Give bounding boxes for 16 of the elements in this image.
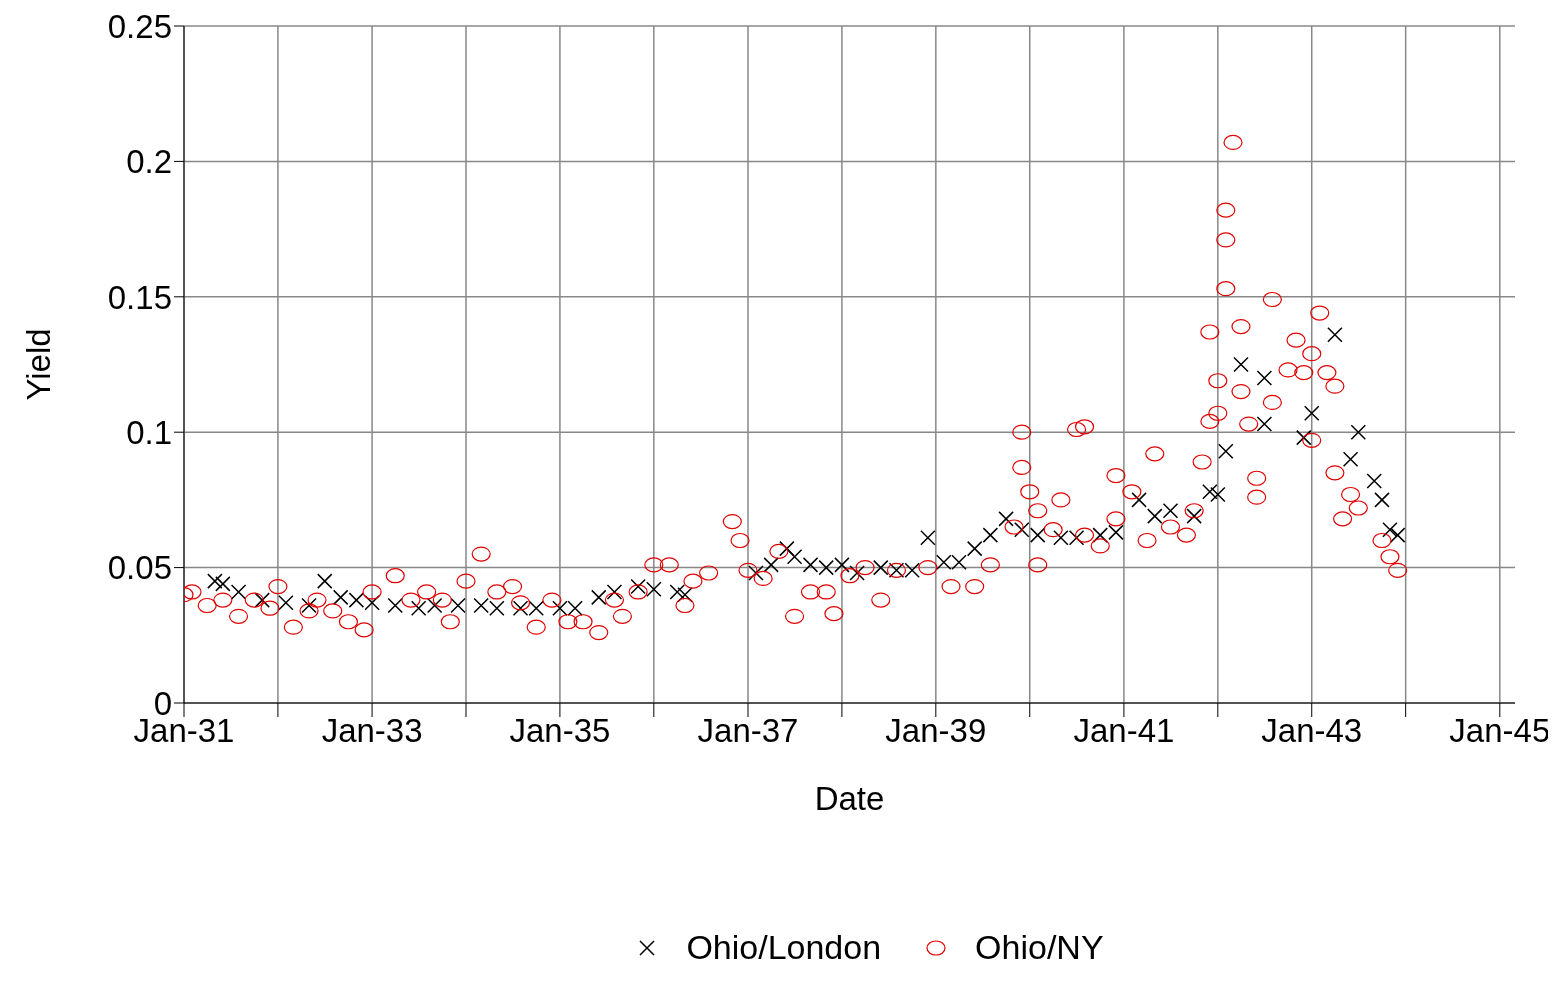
x-tick-label: Jan-35 xyxy=(509,712,611,750)
y-tick-label: 0.15 xyxy=(107,278,172,316)
y-tick-label: 0.05 xyxy=(107,549,172,587)
legend-label: Ohio/NY xyxy=(975,928,1104,967)
x-tick-label: Jan-33 xyxy=(321,712,423,750)
x-tick-label: Jan-37 xyxy=(697,712,799,750)
y-tick-label: 0.2 xyxy=(126,143,172,181)
x-tick-label: Jan-43 xyxy=(1261,712,1363,750)
x-tick-label: Jan-45 xyxy=(1449,712,1551,750)
y-axis-title: Yield xyxy=(19,328,57,401)
legend-label: Ohio/London xyxy=(686,928,882,967)
y-tick-label: 0.25 xyxy=(107,7,172,45)
x-tick-label: Jan-41 xyxy=(1073,712,1175,750)
x-axis-title: Date xyxy=(814,780,885,817)
y-tick-label: 0.1 xyxy=(126,413,172,451)
x-tick-label: Jan-39 xyxy=(885,712,987,750)
